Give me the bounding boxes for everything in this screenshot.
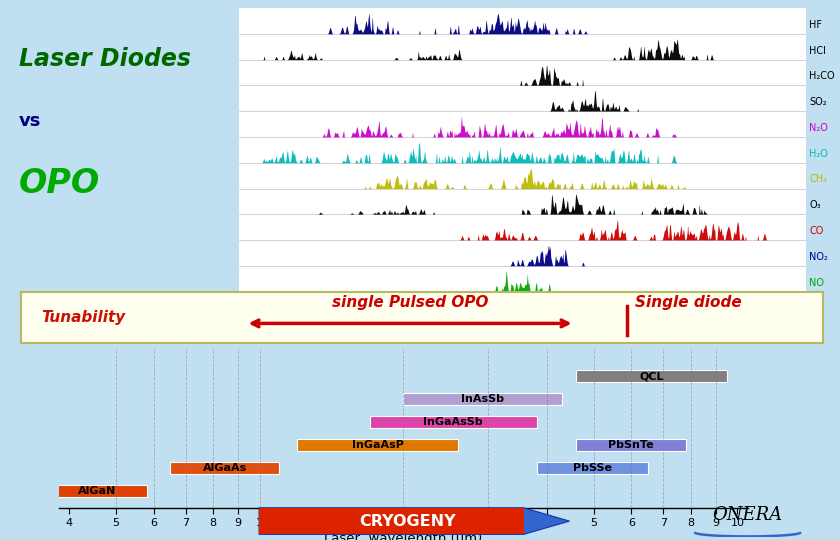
Text: single Pulsed OPO: single Pulsed OPO [332,295,488,310]
Bar [537,462,648,474]
Text: InGaAsSb: InGaAsSb [423,417,483,427]
Text: 3: 3 [350,299,355,308]
Text: 4: 4 [407,299,412,308]
Text: AlGaN: AlGaN [78,487,116,496]
Text: PbSnTe: PbSnTe [608,440,654,450]
Text: Laser Diodes: Laser Diodes [18,47,191,71]
Text: H₂CO: H₂CO [809,71,835,82]
Bar [370,416,537,428]
Text: HF: HF [809,20,822,30]
Text: InGaAsP: InGaAsP [352,440,403,450]
Bar [576,439,686,451]
Text: 9: 9 [690,299,696,308]
X-axis label: Laser  wavelength (µm): Laser wavelength (µm) [324,532,482,540]
Text: 6: 6 [520,299,526,308]
Bar [403,393,562,405]
Text: CH₄: CH₄ [809,174,827,185]
Text: NO₂: NO₂ [809,252,828,262]
Bar [297,439,458,451]
Text: 5: 5 [464,299,469,308]
Text: O₃: O₃ [809,200,821,210]
Text: HCl: HCl [809,45,826,56]
Text: N₂O: N₂O [809,123,828,133]
Text: OPO: OPO [18,167,100,200]
Bar [259,508,523,535]
FancyArrow shape [259,508,570,535]
Text: H₂O: H₂O [809,148,828,159]
Text: Tunability: Tunability [41,310,125,325]
Text: 8: 8 [633,299,639,308]
Bar [48,485,146,497]
Text: ONERA: ONERA [712,505,783,524]
Text: 7: 7 [577,299,582,308]
Text: QCL: QCL [639,371,664,381]
Text: 10: 10 [744,299,755,308]
Text: 11: 11 [801,299,812,308]
Text: NO: NO [809,278,824,288]
Text: SO₂: SO₂ [809,97,827,107]
Text: vs: vs [18,112,41,131]
Bar [171,462,280,474]
Bar [576,370,727,382]
Text: 2: 2 [293,299,299,308]
Text: CO: CO [809,226,823,236]
Text: InAsSb: InAsSb [461,394,504,404]
Text: CRYOGENY: CRYOGENY [359,514,455,529]
FancyBboxPatch shape [21,292,823,343]
Text: Single diode: Single diode [635,295,742,310]
Text: PbSSe: PbSSe [573,463,612,474]
Text: 1: 1 [237,299,242,308]
Text: AlGaAs: AlGaAs [202,463,247,474]
